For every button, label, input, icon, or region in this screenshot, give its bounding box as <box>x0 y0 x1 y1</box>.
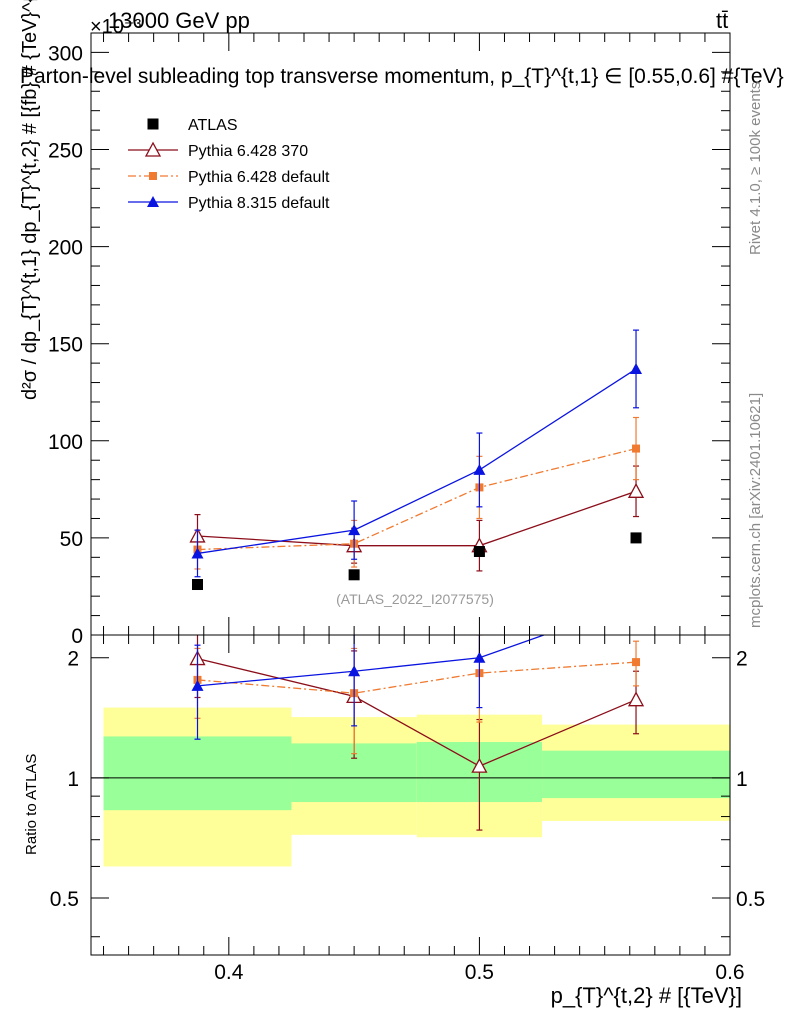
inner-band <box>542 750 730 799</box>
main-frame <box>90 32 731 636</box>
axis-ticks: 0 50 100 150 200 250 300 0.4 0.5 0.6 0.5 0.5 1 1 2 2 <box>48 33 765 984</box>
legend-entry-atlas: ATLAS <box>147 117 238 134</box>
data-point-atlas <box>630 532 642 544</box>
ratio-point-pythia-8-315-default <box>191 679 204 691</box>
mcplots-label: mcplots.cern.ch [arXiv:2401.10621] <box>747 393 764 628</box>
main-ytick-label: 50 <box>60 528 83 551</box>
ratio-ytick-label: 0.5 <box>50 888 79 911</box>
ratio-ytick-label: 2 <box>67 648 79 671</box>
data-point-pythia-6-428-370 <box>627 482 645 498</box>
ratio-series-pythia-8-315-default <box>191 597 642 740</box>
data-point-pythia-8-315-default <box>630 362 643 374</box>
legend-label: ATLAS <box>188 117 238 134</box>
data-point-pythia-8-315-default <box>473 463 486 475</box>
legend: ATLAS Pythia 6.428 370 Pythia 6.428 defaul… <box>128 117 330 212</box>
ratio-line-pythia-6-428-370 <box>197 657 637 767</box>
ratio-line-pythia-6-428-default <box>197 661 637 694</box>
ratio-xtick-label: 0.4 <box>214 961 244 984</box>
process-label: tt̄ <box>716 8 728 33</box>
legend-marker <box>147 196 159 207</box>
data-point-pythia-8-315-default <box>348 524 361 536</box>
legend-marker <box>147 118 159 130</box>
main-ytick-label: 0 <box>71 625 83 648</box>
ratio-point-pythia-6-428-default <box>632 658 641 667</box>
data-point-pythia-8-315-default <box>191 547 204 559</box>
ratio-xtick-label: 0.5 <box>465 961 494 984</box>
legend-label: Pythia 6.428 default <box>188 169 330 186</box>
legend-marker <box>144 141 162 157</box>
ratio-point-pythia-8-315-default <box>348 665 361 677</box>
ratio-line-pythia-8-315-default <box>197 635 546 687</box>
analysis-label: (ATLAS_2022_I2077575) <box>336 591 494 607</box>
data-point-pythia-6-428-default <box>632 444 641 453</box>
ratio-point-pythia-6-428-370 <box>471 757 488 773</box>
legend-entry-pythia-6-428-370: Pythia 6.428 370 <box>128 141 308 160</box>
data-point-atlas <box>348 569 360 581</box>
x-axis-title: p_{T}^{t,2} # [{TeV}] <box>551 983 742 1008</box>
main-ytick-label: 300 <box>48 42 83 65</box>
legend-marker <box>149 172 157 180</box>
main-ytick-label: 250 <box>48 140 83 163</box>
ratio-xtick-label: 0.6 <box>715 961 744 984</box>
ratio-point-pythia-6-428-370 <box>627 691 645 707</box>
series-pythia-8-315-default <box>191 329 643 578</box>
data-point-atlas <box>192 579 203 591</box>
ratio-ytick-label: 1 <box>67 768 79 791</box>
series-atlas <box>192 532 642 591</box>
uncertainty-bands <box>103 707 730 867</box>
series-line-pythia-6-428-370 <box>197 490 637 547</box>
series-line-pythia-8-315-default <box>197 368 637 555</box>
legend-label: Pythia 6.428 370 <box>188 143 308 160</box>
main-panel-data <box>189 329 645 591</box>
legend-entry-pythia-8-315-default: Pythia 8.315 default <box>128 195 330 212</box>
ratio-ytick-label-right: 0.5 <box>736 888 765 911</box>
ratio-ytick-label-right: 2 <box>736 648 748 671</box>
plot-title: Parton-level subleading top transverse m… <box>20 65 784 88</box>
legend-label: Pythia 8.315 default <box>188 195 330 212</box>
ratio-point-pythia-8-315-default <box>473 651 486 663</box>
ratio-ylabel: Ratio to ATLAS <box>23 754 40 855</box>
legend-entry-pythia-6-428-default: Pythia 6.428 default <box>128 169 330 186</box>
series-pythia-6-428-370 <box>189 465 645 572</box>
ratio-frame <box>90 634 731 956</box>
main-ytick-label: 100 <box>48 431 83 454</box>
main-ytick-label: 150 <box>48 334 83 357</box>
data-point-atlas <box>473 545 485 557</box>
energy-label: 13000 GeV pp <box>108 8 250 33</box>
inner-band <box>103 736 292 811</box>
ratio-panel-data <box>189 597 645 831</box>
ratio-point-pythia-8-315-default <box>630 597 642 608</box>
rivet-label: Rivet 4.1.0, ≥ 100k events <box>747 82 764 255</box>
ratio-ytick-label-right: 1 <box>736 768 748 791</box>
main-ytick-label: 200 <box>48 237 83 260</box>
series-line-pythia-6-428-default <box>197 447 637 551</box>
main-ylabel: d²σ / dp_{T}^{t,1} dp_{T}^{t,2} # [{fb} … <box>19 0 41 400</box>
